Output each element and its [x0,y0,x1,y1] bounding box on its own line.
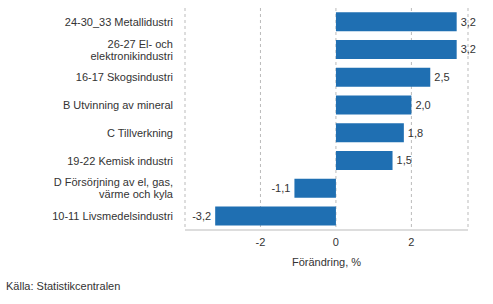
svg-text:3,2: 3,2 [461,16,476,28]
svg-text:2,0: 2,0 [415,99,430,111]
svg-text:3,2: 3,2 [461,43,476,55]
svg-text:D Försörjning av el, gas,värme: D Försörjning av el, gas,värme och kyla [54,176,174,200]
svg-text:26-27 El- ochelektronikindustr: 26-27 El- ochelektronikindustri [90,38,173,62]
html-text:Källa: Statistikcentralen: Källa: Statistikcentralen [6,280,121,292]
svg-text:C Tillverkning: C Tillverkning [107,127,173,139]
svg-text:Förändring, %: Förändring, % [292,256,361,268]
svg-text:0: 0 [333,236,339,248]
svg-text:2: 2 [408,236,414,248]
svg-text:10-11 Livsmedelsindustri: 10-11 Livsmedelsindustri [52,210,173,222]
svg-text:-3,2: -3,2 [192,210,211,222]
svg-text:2,5: 2,5 [434,71,449,83]
svg-text:-1,1: -1,1 [271,182,290,194]
svg-text:19-22 Kemisk industri: 19-22 Kemisk industri [67,155,173,167]
svg-text:24-30_33 Metallidustri: 24-30_33 Metallidustri [65,16,173,28]
svg-text:-2: -2 [256,236,266,248]
svg-text:1,8: 1,8 [408,127,423,139]
svg-text:16-17 Skogsindustri: 16-17 Skogsindustri [76,71,173,83]
svg-text:1,5: 1,5 [397,154,412,166]
svg-text:B Utvinning av mineral: B Utvinning av mineral [63,99,173,111]
